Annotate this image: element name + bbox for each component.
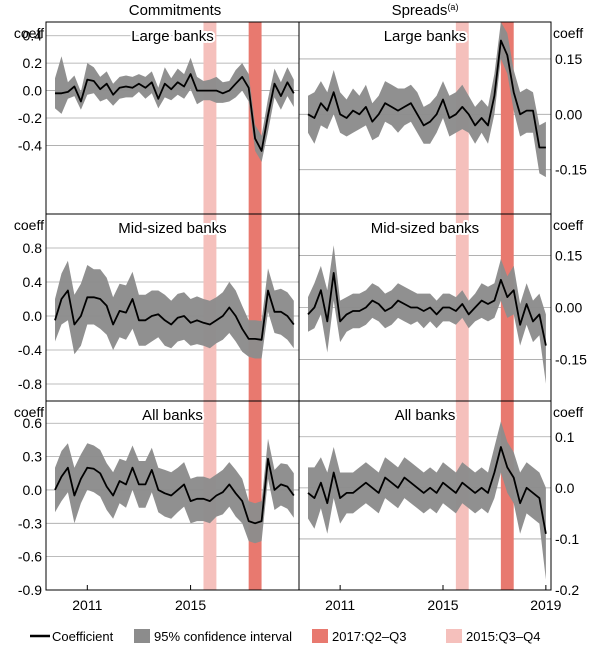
y-axis-label: coeff	[553, 217, 583, 233]
y-tick-label: 0.4	[23, 28, 43, 44]
legend-shade-a-label: 2017:Q2–Q3	[332, 629, 406, 644]
y-tick-label: -0.9	[18, 582, 42, 598]
y-tick-label: 0.3	[23, 449, 43, 465]
panel-spread-mid: Mid-sized banks coeff 0.15 0.00 -0.15	[298, 213, 587, 402]
coefficient-line	[307, 272, 547, 346]
y-tick-label: 0.6	[23, 415, 43, 431]
plot-area	[46, 401, 299, 590]
panel-frame	[298, 400, 552, 591]
panel-title: All banks	[395, 407, 456, 424]
legend: Coefficient 95% confidence interval 2017…	[30, 629, 540, 644]
confidence-band	[55, 260, 294, 359]
y-tick-label: -0.15	[555, 162, 587, 178]
panel-title: Large banks	[384, 28, 467, 45]
y-tick-label: 0.15	[555, 248, 582, 264]
y-axis-label: coeff	[14, 25, 44, 41]
confidence-band	[308, 245, 546, 384]
plot-area	[46, 22, 299, 214]
shade-2017-q2-q3	[248, 22, 262, 214]
shade-2017-q2-q3	[248, 401, 262, 590]
y-tick-label: 0.4	[23, 274, 43, 290]
plot-area	[299, 401, 551, 590]
x-tick-label: 2015	[175, 597, 206, 613]
y-tick-label: -0.2	[18, 110, 42, 126]
legend-coefficient-label: Coefficient	[52, 629, 114, 644]
coefficient-line	[54, 457, 295, 525]
y-tick-label: 0.0	[23, 308, 43, 324]
panel-commit-mid: Mid-sized banks coeff 0.8 0.4 0.0 -0.4 -0.8	[14, 213, 300, 402]
x-tick-label: 2011	[325, 597, 355, 613]
x-tick-label: 2019	[530, 597, 561, 613]
y-tick-label: 0.0	[555, 480, 575, 496]
y-tick-label: -0.1	[555, 531, 579, 547]
y-axis-label: coeff	[553, 25, 583, 41]
confidence-band	[308, 421, 546, 580]
y-tick-label: -0.2	[555, 582, 579, 598]
plot-area	[299, 214, 551, 401]
plot-area	[299, 22, 551, 214]
spreads-title-text: Spreads	[392, 2, 448, 19]
plot-area	[46, 214, 299, 401]
y-tick-label: -0.8	[18, 376, 42, 392]
legend-shade-b-swatch	[446, 629, 462, 643]
panel-title: All banks	[142, 407, 203, 424]
legend-shade-a-swatch	[312, 629, 328, 643]
legend-shade-b-label: 2015:Q3–Q4	[466, 629, 540, 644]
shade-2017-q2-q3	[248, 214, 262, 401]
confidence-band	[55, 438, 294, 544]
y-axis-label: coeff	[553, 404, 583, 420]
y-tick-label: 0.0	[23, 482, 43, 498]
confidence-band	[308, 22, 546, 178]
panel-title: Mid-sized banks	[371, 220, 479, 237]
confidence-band	[55, 56, 294, 162]
y-axis-label: coeff	[14, 217, 44, 233]
y-axis-label: coeff	[14, 404, 44, 420]
column-title-spreads: Spreads(a)	[392, 2, 459, 19]
y-tick-label: 0.2	[23, 55, 43, 71]
column-title-commitments: Commitments	[129, 2, 222, 19]
coefficient-line	[307, 446, 547, 534]
y-tick-label: 0.1	[555, 429, 575, 445]
y-tick-label: -0.6	[18, 549, 42, 565]
y-tick-label: 0.00	[555, 300, 582, 316]
x-tick-label: 2011	[72, 597, 102, 613]
y-tick-label: -0.4	[18, 137, 42, 153]
y-tick-label: 0.15	[555, 51, 582, 67]
x-tick-label: 2015	[427, 597, 458, 613]
shade-2015-q3-q4	[203, 22, 217, 214]
y-tick-label: 0.0	[23, 83, 43, 99]
legend-ci-label: 95% confidence interval	[154, 629, 292, 644]
y-tick-label: -0.15	[555, 351, 587, 367]
legend-ci-swatch	[134, 629, 150, 643]
panel-spread-all: All banks coeff 0.1 0.0 -0.1 -0.2 2011 2015 2019	[298, 400, 583, 613]
spreads-title-superscript: (a)	[447, 2, 458, 12]
panel-spread-large: Large banks coeff 0.15 0.00 -0.15	[298, 21, 587, 215]
y-tick-label: 0.8	[23, 240, 43, 256]
y-tick-label: -0.3	[18, 515, 42, 531]
coefficient-line	[55, 73, 295, 152]
panel-title: Large banks	[131, 28, 214, 45]
y-tick-label: -0.4	[18, 342, 42, 358]
y-tick-label: 0.00	[555, 106, 582, 122]
panel-title: Mid-sized banks	[118, 220, 226, 237]
coefficient-line	[54, 289, 295, 341]
coefficient-line	[307, 39, 546, 149]
